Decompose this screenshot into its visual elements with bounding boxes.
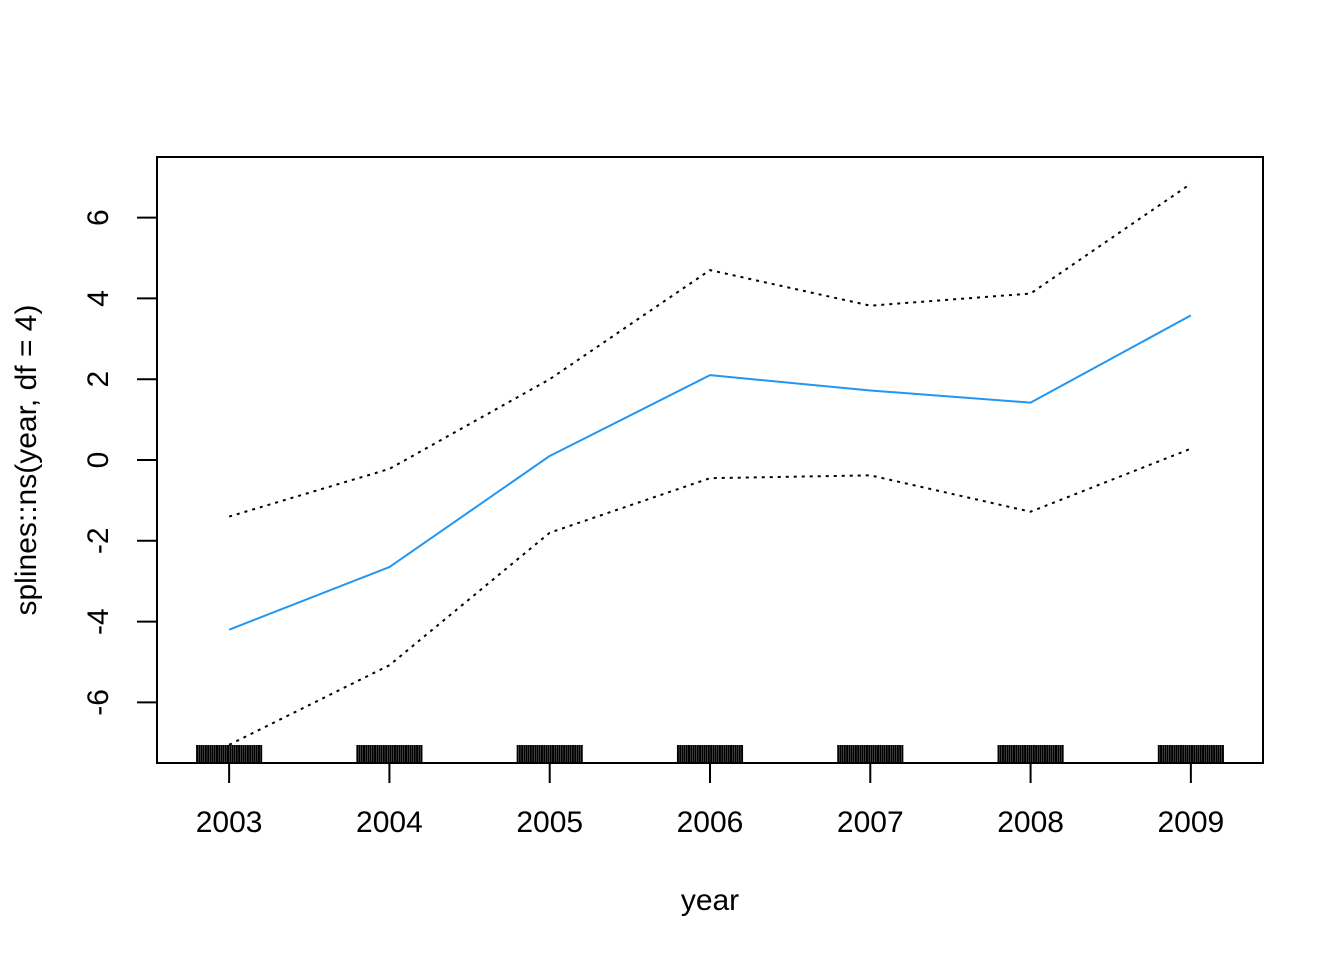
x-axis: 2003 2004 2005 2006 2007 2008 2009 <box>196 762 1224 839</box>
series-line-lower <box>228 447 1192 746</box>
y-axis-title: splines::ns(year, df = 4) <box>10 305 43 616</box>
x-tick-label: 2009 <box>1157 806 1224 839</box>
plot-area <box>196 182 1224 763</box>
x-tick-label: 2005 <box>516 806 583 839</box>
x-tick-label: 2007 <box>837 806 904 839</box>
y-tick-label: 0 <box>82 452 115 469</box>
y-tick-label: -2 <box>82 527 115 554</box>
y-tick-label: 4 <box>82 290 115 307</box>
x-tick-label: 2004 <box>356 806 423 839</box>
rug <box>196 745 1224 763</box>
x-axis-title: year <box>681 884 739 917</box>
x-tick-label: 2003 <box>196 806 263 839</box>
series-line-upper <box>228 182 1192 518</box>
y-tick-label: -4 <box>82 608 115 635</box>
y-tick-label: 2 <box>82 371 115 388</box>
y-tick-label: 6 <box>82 209 115 226</box>
y-tick-label: -6 <box>82 689 115 716</box>
series-line-fit <box>228 314 1192 631</box>
x-tick-label: 2008 <box>997 806 1064 839</box>
y-axis: -6 -4 -2 0 2 4 6 <box>82 209 158 716</box>
x-tick-label: 2006 <box>677 806 744 839</box>
plot-frame <box>156 156 1264 764</box>
